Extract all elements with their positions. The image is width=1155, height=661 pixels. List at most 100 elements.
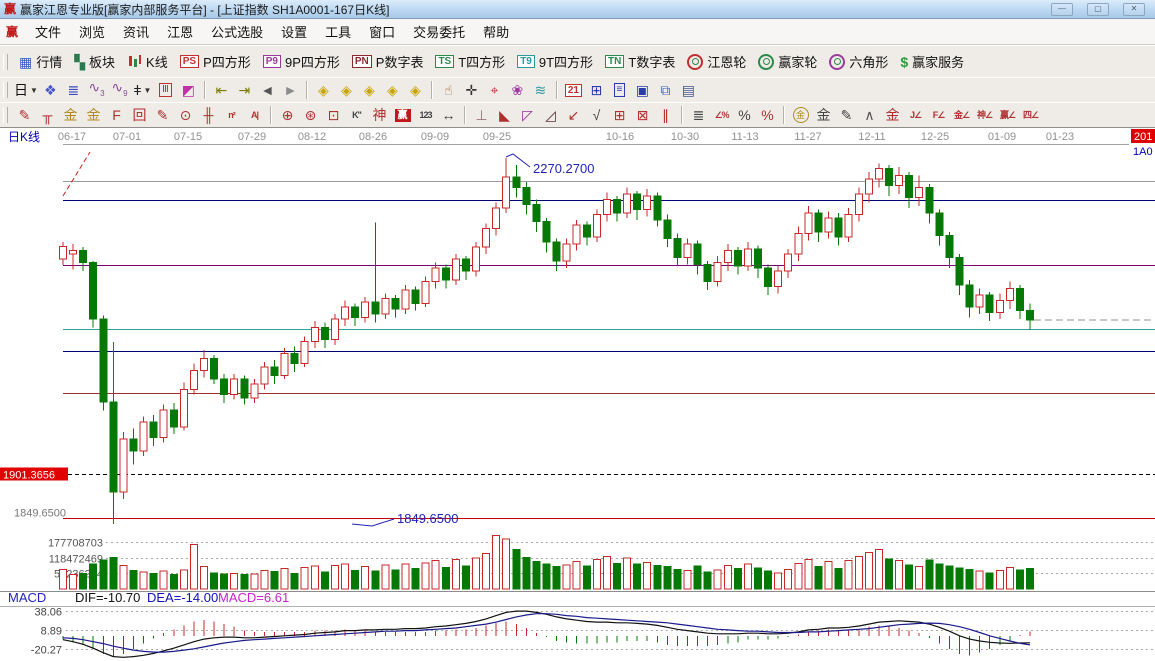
p-number-table-button[interactable]: PN P数字表 — [346, 50, 430, 73]
k-mark-icon[interactable]: K" — [352, 110, 362, 120]
percent-icon[interactable]: % — [738, 107, 751, 123]
parallel-lines-icon[interactable]: ∥ — [662, 107, 669, 123]
candle-style-selector[interactable]: ǂ ▼ — [133, 82, 152, 98]
gold-circle-icon[interactable]: 金 — [789, 105, 812, 125]
save-icon[interactable]: ▣ — [635, 82, 650, 98]
notes-icon[interactable]: ≡ — [608, 80, 631, 100]
f-angle-icon[interactable]: F∠ — [932, 110, 946, 120]
calculator-icon[interactable]: ⊞ — [590, 82, 603, 98]
angle-percent-icon[interactable]: ∠% — [714, 110, 729, 120]
percent-line-icon[interactable]: % — [761, 107, 774, 123]
gold-red-icon[interactable]: 金 — [885, 107, 900, 123]
close-button[interactable]: ✕ — [1123, 2, 1145, 16]
gold-comb-icon[interactable]: 金 — [63, 107, 78, 123]
next-button[interactable]: ► — [283, 82, 298, 98]
zoom-out-button[interactable]: ◈ — [364, 82, 375, 98]
maximize-button[interactable]: ▢ — [1087, 2, 1109, 16]
wave9-icon[interactable]: ∿9 — [111, 78, 128, 98]
fan-square-dark-icon[interactable]: ◿ — [545, 107, 556, 123]
pen-comb-icon[interactable]: ✎ — [156, 107, 169, 123]
shen-grid-icon[interactable]: 神 — [372, 107, 387, 123]
shen-angle-icon[interactable]: 神∠ — [976, 110, 993, 120]
win-angle-icon[interactable]: 赢∠ — [999, 110, 1016, 120]
gann-comb-icon[interactable]: ╥ — [42, 107, 53, 123]
j-angle-icon[interactable]: J∠ — [909, 110, 922, 120]
quotes-button[interactable]: ▦ 行情 — [13, 50, 68, 73]
menu-item-浏览[interactable]: 浏览 — [79, 25, 106, 40]
chart-panel[interactable]: 日K线 06-17 07-01 07-15 07-29 08-12 08-26 09-09 09… — [0, 128, 1155, 661]
four-angle-icon[interactable]: 四∠ — [1022, 110, 1039, 120]
menu-item-文件[interactable]: 文件 — [35, 25, 62, 40]
measure-icon[interactable]: ⌖ — [490, 82, 499, 98]
prev-button[interactable]: ◄ — [260, 82, 275, 98]
ruler-123-icon[interactable]: 123 — [419, 110, 432, 120]
menu-item-公式选股[interactable]: 公式选股 — [211, 25, 264, 40]
9t-square-button[interactable]: T9 9T四方形 — [511, 50, 599, 73]
shift-left-button[interactable]: ◈ — [318, 82, 329, 98]
t-number-table-button[interactable]: TN T数字表 — [599, 50, 681, 73]
export-icon[interactable]: ⧉ — [660, 82, 671, 98]
check-wave-icon[interactable]: √ — [592, 107, 601, 123]
menu-item-工具[interactable]: 工具 — [325, 25, 352, 40]
minimize-button[interactable]: — — [1051, 2, 1073, 16]
arrow-fan-icon[interactable]: ↙ — [567, 107, 580, 123]
gold-comb2-icon[interactable]: 金 — [86, 107, 101, 123]
last-page-button[interactable]: ⇥ — [238, 82, 251, 98]
kline-button[interactable]: K线 — [121, 50, 174, 73]
bars-scale-icon[interactable]: ≣ — [692, 107, 705, 123]
a-wave-icon[interactable]: ∧ — [864, 107, 875, 123]
grid-box-icon[interactable]: ⊞ — [613, 107, 626, 123]
gann-target-icon[interactable]: ⊕ — [281, 107, 294, 123]
first-page-button[interactable]: ⇤ — [215, 82, 228, 98]
gold-angle-icon[interactable]: 金∠ — [953, 110, 970, 120]
pan-hand-icon[interactable]: ☝ — [444, 82, 453, 98]
square-tool-icon[interactable]: ⊥ — [475, 107, 488, 123]
gold-lines-icon[interactable]: 金 — [816, 107, 831, 123]
f-comb-icon[interactable]: F — [112, 107, 121, 123]
t-square-button[interactable]: TS T四方形 — [429, 50, 511, 73]
pattern-view-icon[interactable]: ❖ — [44, 82, 57, 98]
draw-pen-icon[interactable]: ✎ — [18, 107, 31, 123]
info-list-icon[interactable]: ≣ — [67, 82, 80, 98]
main-chart-canvas[interactable]: 日K线 06-17 07-01 07-15 07-29 08-12 08-26 09-09 09… — [0, 128, 1155, 661]
color-histogram-icon[interactable]: ◩ — [181, 82, 196, 98]
winner-wheel-button[interactable]: 赢家轮 — [752, 50, 823, 73]
shift-right-button[interactable]: ◈ — [341, 82, 352, 98]
zoom-in-button[interactable]: ◈ — [387, 82, 398, 98]
menu-item-帮助[interactable]: 帮助 — [483, 25, 510, 40]
winner-service-button[interactable]: $ 赢家服务 — [894, 50, 970, 73]
gann-flower-icon[interactable]: ❀ — [511, 82, 524, 98]
kline-mark-icon[interactable]: Ⅲ — [154, 80, 177, 100]
spiral-square-icon[interactable]: 回 — [132, 107, 147, 123]
crosshair-icon[interactable]: ✛ — [465, 82, 478, 98]
fit-view-button[interactable]: ◈ — [410, 82, 421, 98]
time-circle-icon[interactable]: ⊙ — [179, 107, 192, 123]
calendar-icon[interactable]: 21 — [562, 80, 585, 100]
width-measure-icon[interactable]: ↔ — [441, 107, 456, 123]
sectors-button[interactable]: ▚ 板块 — [68, 50, 121, 73]
pen2-icon[interactable]: ✎ — [840, 107, 853, 123]
fan-lines-icon[interactable]: ◣ — [499, 107, 510, 123]
gann-wheel-button[interactable]: 江恩轮 — [681, 50, 752, 73]
menu-item-资讯[interactable]: 资讯 — [123, 25, 150, 40]
hexagon-button[interactable]: 六角形 — [823, 50, 894, 73]
star-grid-icon[interactable]: ⊛ — [304, 107, 317, 123]
9p-square-button[interactable]: P9 9P四方形 — [257, 50, 346, 73]
period-selector[interactable]: 日 ▼ — [14, 82, 38, 98]
svg-text:01-09: 01-09 — [988, 131, 1016, 143]
menu-item-交易委托[interactable]: 交易委托 — [413, 25, 466, 40]
wave3-icon[interactable]: ∿3 — [88, 78, 105, 98]
wave-net-icon[interactable]: ≋ — [534, 82, 547, 98]
a-line-icon[interactable]: A| — [250, 110, 259, 120]
n-square-icon[interactable]: n² — [228, 110, 235, 120]
print-icon[interactable]: ▤ — [681, 82, 696, 98]
menu-item-窗口[interactable]: 窗口 — [369, 25, 396, 40]
comb2-icon[interactable]: ╫ — [203, 107, 214, 123]
menu-item-江恩[interactable]: 江恩 — [167, 25, 194, 40]
p-square-button[interactable]: PS P四方形 — [174, 50, 257, 73]
menu-item-设置[interactable]: 设置 — [281, 25, 308, 40]
square-grid-icon[interactable]: ⊡ — [327, 107, 340, 123]
grid-box2-icon[interactable]: ⊠ — [636, 107, 649, 123]
fan-square-icon[interactable]: ◸ — [522, 107, 533, 123]
win-grid-icon[interactable]: 赢 — [391, 105, 414, 125]
